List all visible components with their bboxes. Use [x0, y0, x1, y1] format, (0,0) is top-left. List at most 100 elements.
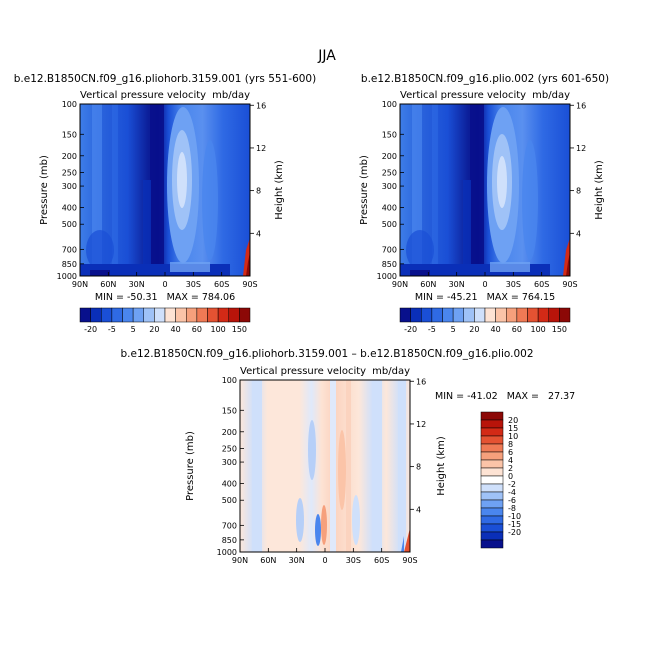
x-tick-label: 60N [100, 280, 116, 289]
y-tick-label: 700 [382, 245, 397, 254]
colorbar-swatch [480, 515, 504, 525]
colorbar: -20 -5 5 20 40 60 100 150 [79, 307, 251, 334]
y-ticks-right: 16 12 8 4 [250, 101, 266, 238]
y-ticks-left: 100 150 200 250 300 400 500 700 850 1000 [377, 100, 404, 281]
y-right-tick-label: 8 [256, 187, 261, 196]
y-right-tick-label: 16 [256, 101, 266, 110]
colorbar-label: 40 [491, 325, 501, 334]
colorbar-swatch [452, 307, 464, 323]
colorbar-swatch [111, 307, 123, 323]
colorbar-swatch [132, 307, 144, 323]
y-ticks-right: 16 12 8 4 [570, 101, 586, 238]
colorbar-swatch [175, 307, 187, 323]
colorbar-label: 60 [192, 325, 202, 334]
x-tick-label: 90N [232, 556, 248, 565]
colorbar-label: -8 [508, 504, 516, 513]
colorbar-label: 6 [508, 448, 513, 457]
colorbar-label: 20 [149, 325, 159, 334]
y-tick-label: 400 [62, 204, 77, 213]
min-max-stats: MIN = -50.31 MAX = 784.06 [95, 292, 235, 303]
x-tick-label: 60N [420, 280, 436, 289]
colorbar-label: 0 [508, 472, 513, 481]
panel-subtitle-right: mb/day [532, 90, 570, 101]
y-tick-label: 1000 [217, 548, 237, 557]
colorbar-swatch [186, 307, 198, 323]
x-tick-label: 0 [162, 280, 167, 289]
colorbar-swatch [79, 307, 91, 323]
colorbar: -20 -5 5 20 40 60 100 150 [399, 307, 571, 334]
difference-panel: b.e12.B1850CN.f09_g16.pliohorb.3159.001 … [120, 348, 575, 565]
colorbar-swatch [480, 539, 504, 549]
colorbar-swatch [480, 451, 504, 461]
y-tick-label: 850 [222, 536, 237, 545]
y-tick-label: 700 [62, 245, 77, 254]
y-right-tick-label: 12 [256, 144, 266, 153]
colorbar-swatch [516, 307, 528, 323]
colorbar-label: 5 [451, 325, 456, 334]
colorbar-label: -2 [508, 480, 516, 489]
colorbar-swatch [480, 467, 504, 477]
colorbar-swatch [217, 307, 229, 323]
x-tick-label: 30N [289, 556, 305, 565]
y-tick-label: 850 [62, 260, 77, 269]
y-tick-label: 400 [382, 204, 397, 213]
colorbar-swatch [480, 435, 504, 445]
y-tick-label: 200 [382, 152, 397, 161]
x-tick-label: 30S [186, 280, 201, 289]
x-tick-label: 90S [402, 556, 417, 565]
colorbar-swatch [480, 523, 504, 533]
colorbar-label: 10 [508, 432, 518, 441]
colorbar-swatch [239, 307, 251, 323]
colorbar-swatch [474, 307, 486, 323]
y-ticks-left: 100 150 200 250 300 400 500 700 850 1000 [57, 100, 84, 281]
panel-subtitle-right: mb/day [212, 90, 250, 101]
y-tick-label: 300 [62, 182, 77, 191]
colorbar-label: 8 [508, 440, 513, 449]
x-tick-label: 30S [506, 280, 521, 289]
colorbar-label: 20 [508, 416, 518, 425]
y-tick-label: 100 [222, 376, 237, 385]
colorbar-swatch [101, 307, 113, 323]
colorbar-swatch [480, 507, 504, 517]
colorbar-swatch [463, 307, 475, 323]
y-right-tick-label: 12 [416, 420, 426, 429]
panel-subtitle-left: Vertical pressure velocity [80, 90, 206, 101]
colorbar-swatch [90, 307, 102, 323]
colorbar-swatch [399, 307, 411, 323]
contour-field [400, 104, 570, 276]
contour-field [80, 104, 250, 276]
colorbar-label: 100 [530, 325, 545, 334]
colorbar-swatch [484, 307, 496, 323]
colorbar-swatch [480, 483, 504, 493]
x-tick-label: 0 [482, 280, 487, 289]
colorbar-swatch [495, 307, 507, 323]
y-tick-label: 500 [382, 220, 397, 229]
y-tick-label: 700 [222, 521, 237, 530]
colorbar-swatch [480, 531, 504, 541]
panel-subtitle-left: Vertical pressure velocity [240, 366, 366, 377]
y-tick-label: 150 [62, 130, 77, 139]
y-right-tick-label: 8 [416, 463, 421, 472]
colorbar-swatch [228, 307, 240, 323]
colorbar-swatch [537, 307, 549, 323]
colorbar-label: -20 [84, 325, 97, 334]
colorbar-label: -10 [508, 512, 521, 521]
colorbar-label: 2 [508, 464, 513, 473]
colorbar-swatch [207, 307, 219, 323]
x-tick-label: 60S [214, 280, 229, 289]
colorbar-swatch [431, 307, 443, 323]
y-tick-label: 200 [62, 152, 77, 161]
y-right-tick-label: 8 [576, 187, 581, 196]
y-right-tick-label: 12 [576, 144, 586, 153]
colorbar-label: -4 [508, 488, 516, 497]
colorbar-swatch [506, 307, 518, 323]
colorbar-label: 20 [469, 325, 479, 334]
y-tick-label: 200 [222, 428, 237, 437]
panel-subtitle-right: mb/day [372, 366, 410, 377]
panel-title: b.e12.B1850CN.f09_g16.plio.002 (yrs 601-… [361, 73, 609, 85]
colorbar-swatch [548, 307, 560, 323]
colorbar-swatch [480, 411, 504, 421]
colorbar-label: 15 [508, 424, 518, 433]
y-right-tick-label: 4 [416, 505, 421, 514]
x-tick-label: 30N [449, 280, 465, 289]
